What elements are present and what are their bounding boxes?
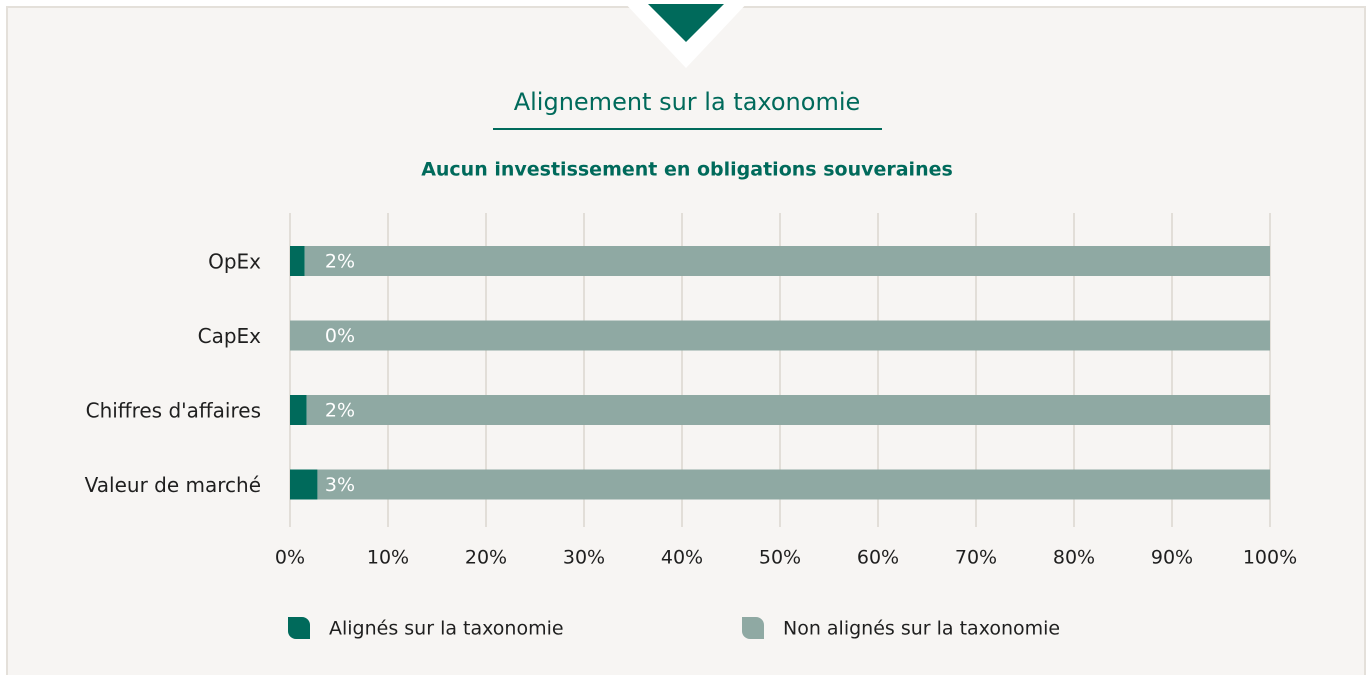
y-tick-label: Chiffres d'affaires: [86, 399, 261, 423]
chart-title: Alignement sur la taxonomie: [514, 88, 861, 116]
data-label: 2%: [325, 400, 355, 422]
x-tick-label: 60%: [857, 547, 899, 569]
data-label: 3%: [325, 474, 355, 496]
bar-segment: [317, 469, 1270, 500]
legend-swatch: [742, 617, 764, 639]
x-tick-label: 20%: [465, 547, 507, 569]
bar-segment: [290, 395, 307, 425]
x-tick-label: 50%: [759, 547, 801, 569]
x-tick-label: 80%: [1053, 547, 1095, 569]
x-tick-label: 100%: [1243, 547, 1297, 569]
legend-label: Non alignés sur la taxonomie: [783, 618, 1060, 640]
bar-segment: [290, 469, 318, 500]
bar-segment: [306, 395, 1270, 425]
x-tick-label: 40%: [661, 547, 703, 569]
bar-segment: [290, 320, 1270, 351]
legend-swatch: [288, 617, 310, 639]
data-label: 2%: [325, 251, 355, 273]
x-tick-label: 90%: [1151, 547, 1193, 569]
legend-label: Alignés sur la taxonomie: [329, 618, 564, 640]
x-tick-label: 0%: [275, 547, 305, 569]
bar-segment: [290, 246, 305, 276]
data-label: 0%: [325, 325, 355, 347]
chart-subtitle: Aucun investissement en obligations souv…: [421, 159, 953, 181]
x-tick-label: 70%: [955, 547, 997, 569]
chevron-mark: [648, 4, 724, 42]
x-tick-label: 10%: [367, 547, 409, 569]
y-tick-label: Valeur de marché: [85, 473, 261, 497]
bar-segment: [304, 246, 1270, 276]
y-tick-label: OpEx: [208, 250, 261, 274]
y-tick-label: CapEx: [198, 324, 262, 348]
x-tick-label: 30%: [563, 547, 605, 569]
